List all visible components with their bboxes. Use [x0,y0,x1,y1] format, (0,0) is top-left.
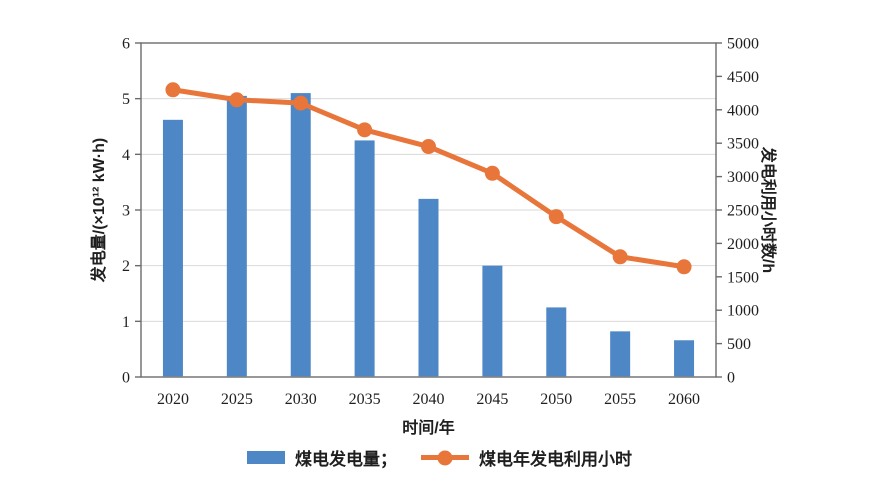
left-axis-tick-label: 4 [122,147,130,164]
right-axis-tick-label: 3000 [727,169,759,186]
right-axis-tick-label: 2500 [727,203,759,220]
bar-2060 [674,340,695,377]
right-axis-tick-label: 4000 [727,102,759,119]
right-axis-tick-label: 4500 [727,69,759,86]
left-axis-tick-label: 0 [122,370,130,387]
left-axis-title: 发电量/(×10¹² kW·h) [91,137,108,283]
right-axis-tick-label: 500 [727,336,751,353]
bar-2040 [418,198,439,377]
bar-2055 [610,331,631,377]
x-axis-tick-label: 2030 [285,391,317,408]
line-marker-2040 [421,139,436,155]
right-axis-tick-label: 5000 [727,36,759,53]
legend-line-icon [421,450,469,465]
right-axis-tick-label: 1500 [727,269,759,286]
legend-bar-label: 煤电发电量； [295,450,397,469]
x-axis-tick-label: 2040 [413,391,445,408]
x-axis-tick-label: 2055 [604,391,636,408]
line-marker-2050 [548,209,564,225]
x-axis-tick-label: 2020 [157,391,189,408]
left-axis-tick-label: 1 [122,314,130,331]
line-marker-2060 [676,259,692,275]
right-axis-tick-label: 3500 [727,136,759,153]
bar-2045 [482,265,503,377]
x-axis-tick-label: 2050 [540,391,572,408]
left-axis-tick-label: 5 [122,91,130,108]
line-marker-2045 [484,165,500,181]
legend-line-label: 煤电年发电利用小时 [479,450,632,469]
line-marker-2035 [357,122,373,138]
legend-line-marker-icon [437,450,453,465]
x-axis-title: 时间/年 [402,420,455,437]
bar-2025 [226,95,247,377]
x-axis-tick-label: 2035 [349,391,381,408]
right-axis-tick-label: 2000 [727,236,759,253]
line-marker-2025 [229,92,245,108]
bar-2030 [290,93,311,377]
right-axis-tick-label: 1000 [727,303,759,320]
line-marker-2020 [165,82,181,98]
left-axis-tick-label: 2 [122,258,130,275]
bar-2050 [546,307,567,377]
left-axis-tick-label: 6 [122,36,130,53]
x-axis-tick-label: 2045 [476,391,508,408]
line-marker-2055 [612,249,628,265]
legend-bar-swatch-icon [247,451,285,464]
line-marker-2030 [293,95,309,111]
bar-2035 [354,140,375,377]
right-axis-tick-label: 0 [727,370,735,387]
left-axis-tick-label: 3 [122,203,130,220]
right-axis-title: 发电利用小时数/h [759,146,776,274]
bar-2020 [162,119,183,377]
legend: 煤电发电量； 煤电年发电利用小时 [0,445,879,470]
x-axis-tick-label: 2025 [221,391,253,408]
x-axis-tick-label: 2060 [668,391,700,408]
